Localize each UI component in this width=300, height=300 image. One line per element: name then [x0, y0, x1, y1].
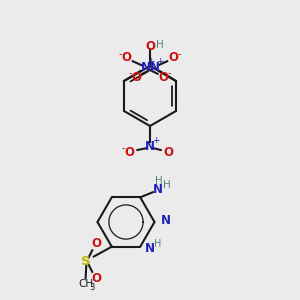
Text: N: N	[145, 242, 155, 255]
Text: +: +	[156, 57, 164, 66]
Text: CH: CH	[78, 279, 93, 289]
Text: O: O	[131, 71, 141, 84]
Text: O: O	[91, 272, 101, 285]
Text: O: O	[122, 51, 132, 64]
Text: O: O	[159, 71, 169, 84]
Text: N: N	[145, 140, 155, 153]
Text: -: -	[168, 68, 171, 78]
Text: H: H	[154, 239, 161, 249]
Text: O: O	[91, 237, 101, 250]
Text: +: +	[152, 136, 160, 145]
Text: N: N	[141, 61, 151, 74]
Text: -: -	[118, 49, 122, 59]
Text: H: H	[155, 176, 162, 186]
Text: N: N	[149, 61, 159, 74]
Text: S: S	[81, 255, 91, 268]
Text: 3: 3	[90, 283, 95, 292]
Text: H: H	[164, 180, 171, 190]
Text: -: -	[129, 68, 132, 78]
Text: O: O	[145, 40, 155, 53]
Text: N: N	[161, 214, 171, 227]
Text: O: O	[164, 146, 174, 159]
Text: +: +	[148, 57, 155, 66]
Text: O: O	[124, 146, 135, 159]
Text: H: H	[156, 40, 164, 50]
Text: -: -	[122, 143, 125, 153]
Text: -: -	[178, 49, 181, 59]
Text: O: O	[168, 51, 178, 64]
Text: N: N	[153, 183, 163, 196]
